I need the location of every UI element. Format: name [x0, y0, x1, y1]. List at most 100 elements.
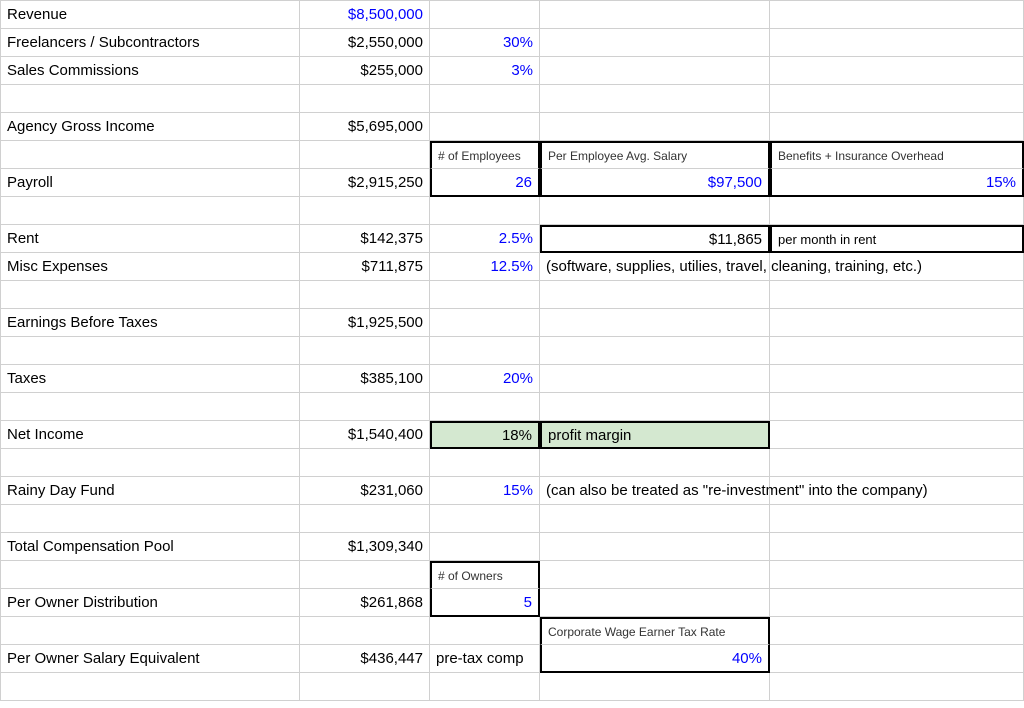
value-employees[interactable]: 26	[430, 169, 540, 197]
blank	[430, 197, 540, 225]
label-agi: Agency Gross Income	[0, 113, 300, 141]
value-tax-rate[interactable]: 40%	[540, 645, 770, 673]
value-revenue[interactable]: $8,500,000	[300, 1, 430, 29]
blank	[770, 449, 1024, 477]
pct-misc[interactable]: 12.5%	[430, 253, 540, 281]
blank	[540, 673, 770, 701]
value-payroll[interactable]: $2,915,250	[300, 169, 430, 197]
value-freelancers[interactable]: $2,550,000	[300, 29, 430, 57]
label-payroll: Payroll	[0, 169, 300, 197]
note-rent: per month in rent	[770, 225, 1024, 253]
blank	[0, 561, 300, 589]
blank	[540, 113, 770, 141]
blank	[770, 645, 1024, 673]
value-misc[interactable]: $711,875	[300, 253, 430, 281]
note-net: profit margin	[540, 421, 770, 449]
label-misc: Misc Expenses	[0, 253, 300, 281]
blank	[430, 449, 540, 477]
value-rainy[interactable]: $231,060	[300, 477, 430, 505]
blank	[770, 561, 1024, 589]
blank	[770, 281, 1024, 309]
pct-commissions[interactable]: 3%	[430, 57, 540, 85]
pct-rainy[interactable]: 15%	[430, 477, 540, 505]
blank	[430, 617, 540, 645]
label-pool: Total Compensation Pool	[0, 533, 300, 561]
pct-rent[interactable]: 2.5%	[430, 225, 540, 253]
blank	[770, 365, 1024, 393]
blank	[770, 57, 1024, 85]
blank	[540, 29, 770, 57]
blank	[0, 449, 300, 477]
value-avg-salary[interactable]: $97,500	[540, 169, 770, 197]
blank	[430, 113, 540, 141]
label-per-owner: Per Owner Distribution	[0, 589, 300, 617]
blank	[430, 309, 540, 337]
blank	[430, 505, 540, 533]
hdr-employees: # of Employees	[430, 141, 540, 169]
label-net: Net Income	[0, 421, 300, 449]
blank	[770, 421, 1024, 449]
value-commissions[interactable]: $255,000	[300, 57, 430, 85]
blank	[300, 561, 430, 589]
hdr-tax-rate: Corporate Wage Earner Tax Rate	[540, 617, 770, 645]
blank	[300, 505, 430, 533]
label-revenue: Revenue	[0, 1, 300, 29]
blank	[0, 505, 300, 533]
blank	[300, 673, 430, 701]
blank	[770, 589, 1024, 617]
blank	[540, 281, 770, 309]
blank	[430, 337, 540, 365]
value-owners[interactable]: 5	[430, 589, 540, 617]
note-misc: (software, supplies, utilies, travel, cl…	[540, 253, 770, 281]
blank	[770, 113, 1024, 141]
blank	[430, 533, 540, 561]
pct-taxes[interactable]: 20%	[430, 365, 540, 393]
blank	[770, 197, 1024, 225]
blank	[540, 589, 770, 617]
blank	[0, 617, 300, 645]
pct-net[interactable]: 18%	[430, 421, 540, 449]
value-per-owner-eq[interactable]: $436,447	[300, 645, 430, 673]
blank	[300, 337, 430, 365]
value-pool[interactable]: $1,309,340	[300, 533, 430, 561]
blank	[540, 505, 770, 533]
blank	[430, 393, 540, 421]
blank	[430, 1, 540, 29]
blank	[430, 673, 540, 701]
label-taxes: Taxes	[0, 365, 300, 393]
note-pretax: pre-tax comp	[430, 645, 540, 673]
blank	[0, 393, 300, 421]
blank	[540, 449, 770, 477]
spreadsheet-grid: Revenue $8,500,000 Freelancers / Subcont…	[0, 0, 1024, 708]
label-rent: Rent	[0, 225, 300, 253]
blank	[540, 57, 770, 85]
value-ebt[interactable]: $1,925,500	[300, 309, 430, 337]
blank	[430, 281, 540, 309]
blank	[540, 309, 770, 337]
blank	[300, 281, 430, 309]
value-agi[interactable]: $5,695,000	[300, 113, 430, 141]
pct-freelancers[interactable]: 30%	[430, 29, 540, 57]
blank	[300, 449, 430, 477]
blank	[770, 29, 1024, 57]
value-per-owner[interactable]: $261,868	[300, 589, 430, 617]
value-taxes[interactable]: $385,100	[300, 365, 430, 393]
blank	[540, 365, 770, 393]
value-net[interactable]: $1,540,400	[300, 421, 430, 449]
blank	[0, 141, 300, 169]
hdr-avg-salary: Per Employee Avg. Salary	[540, 141, 770, 169]
blank	[540, 1, 770, 29]
value-overhead[interactable]: 15%	[770, 169, 1024, 197]
blank	[430, 85, 540, 113]
blank	[0, 337, 300, 365]
blank	[770, 309, 1024, 337]
value-rent[interactable]: $142,375	[300, 225, 430, 253]
blank	[540, 561, 770, 589]
blank	[300, 617, 430, 645]
blank	[300, 141, 430, 169]
value-rent-monthly[interactable]: $11,865	[540, 225, 770, 253]
note-rainy: (can also be treated as "re-investment" …	[540, 477, 770, 505]
blank	[540, 533, 770, 561]
blank	[300, 197, 430, 225]
blank	[770, 617, 1024, 645]
